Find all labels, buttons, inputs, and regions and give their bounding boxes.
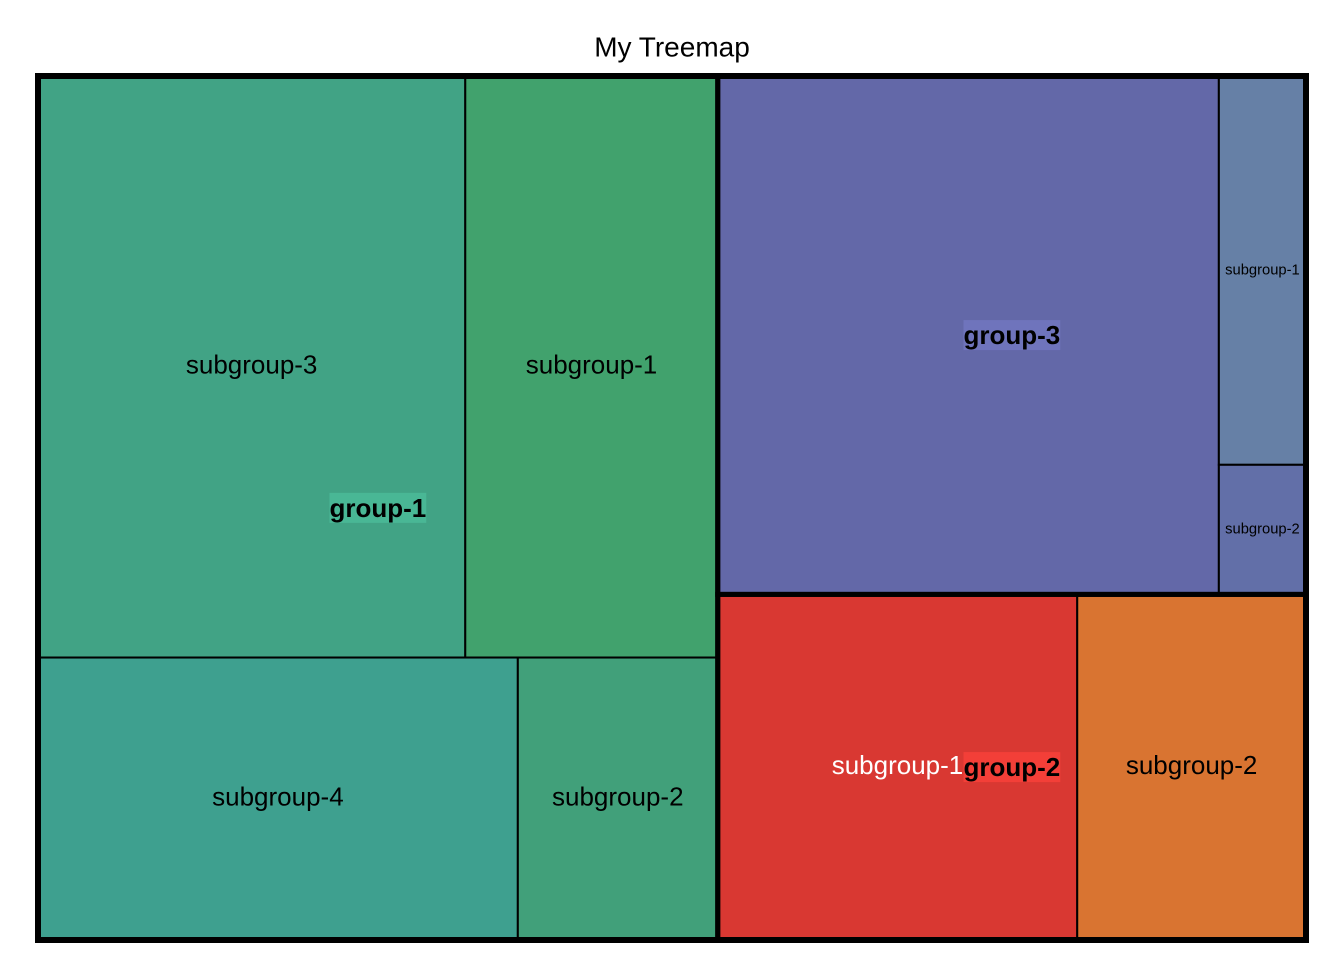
group-label: group-1 xyxy=(329,493,426,523)
chart-title: My Treemap xyxy=(594,31,750,62)
tile-label: subgroup-2 xyxy=(1225,521,1300,537)
tile xyxy=(464,75,719,659)
tile-label: subgroup-1 xyxy=(1225,262,1300,278)
tile-label: subgroup-3 xyxy=(186,350,318,380)
tile xyxy=(37,75,467,659)
tile-label: subgroup-2 xyxy=(552,782,684,812)
tile xyxy=(1217,75,1307,466)
group-label: group-2 xyxy=(963,752,1060,782)
group-label-bg xyxy=(329,492,427,523)
group-label-bg xyxy=(963,752,1061,783)
group-label-bg xyxy=(963,320,1061,351)
tile-label: subgroup-2 xyxy=(1126,750,1258,780)
tile-label: subgroup-4 xyxy=(212,782,344,812)
tile-label: subgroup-1 xyxy=(526,350,658,380)
outer-border xyxy=(35,73,1309,943)
tile xyxy=(37,656,519,941)
tile-label: subgroup-1 xyxy=(832,750,964,780)
group-label: group-3 xyxy=(963,320,1060,350)
tile xyxy=(516,656,719,941)
